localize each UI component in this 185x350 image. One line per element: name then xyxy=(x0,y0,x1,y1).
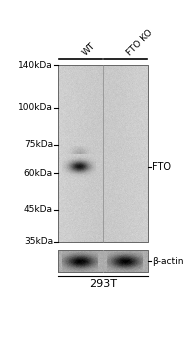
Text: 75kDa: 75kDa xyxy=(24,140,53,149)
Text: 140kDa: 140kDa xyxy=(18,61,53,70)
Text: β-actin: β-actin xyxy=(152,257,184,266)
Text: 100kDa: 100kDa xyxy=(18,104,53,112)
Text: 60kDa: 60kDa xyxy=(24,169,53,178)
Text: 293T: 293T xyxy=(89,279,117,289)
Text: 45kDa: 45kDa xyxy=(24,205,53,215)
Text: WT: WT xyxy=(80,41,97,57)
Text: 35kDa: 35kDa xyxy=(24,238,53,246)
Text: FTO: FTO xyxy=(152,162,171,172)
Text: FTO KO: FTO KO xyxy=(125,28,155,57)
